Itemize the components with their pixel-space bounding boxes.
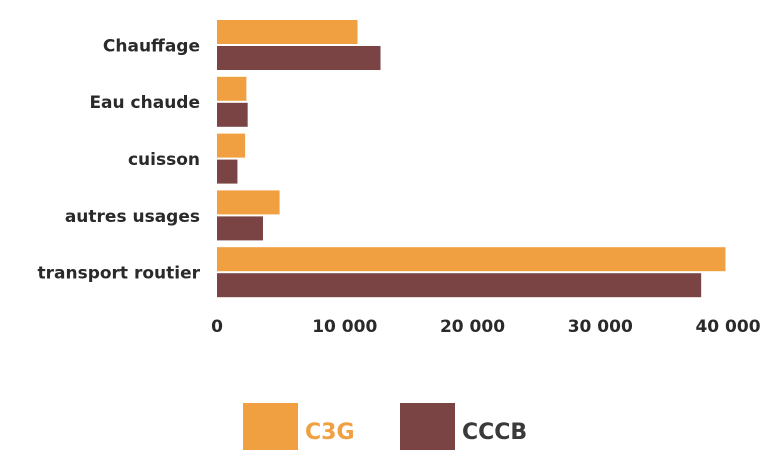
bar — [217, 133, 246, 158]
x-tick-label: 10 000 — [312, 317, 377, 337]
legend-swatch — [243, 403, 298, 450]
legend-label: C3G — [305, 420, 355, 445]
legend-label: CCCB — [462, 420, 527, 445]
x-tick-label: 0 — [211, 317, 223, 337]
y-tick-label: Eau chaude — [89, 93, 200, 113]
x-tick-label: 30 000 — [568, 317, 633, 337]
bar — [217, 216, 263, 241]
bar — [217, 190, 280, 215]
bar — [217, 20, 358, 44]
bar — [217, 247, 726, 272]
bar — [217, 102, 248, 127]
y-tick-label: transport routier — [37, 264, 200, 284]
bar — [217, 159, 238, 184]
y-tick-label: cuisson — [128, 150, 200, 170]
legend-swatch — [400, 403, 455, 450]
bar — [217, 76, 247, 101]
y-tick-label: autres usages — [65, 207, 200, 227]
x-tick-label: 40 000 — [695, 317, 760, 337]
bar — [217, 273, 702, 298]
y-tick-label: Chauffage — [103, 36, 200, 56]
bar — [217, 46, 381, 70]
x-tick-label: 20 000 — [440, 317, 505, 337]
